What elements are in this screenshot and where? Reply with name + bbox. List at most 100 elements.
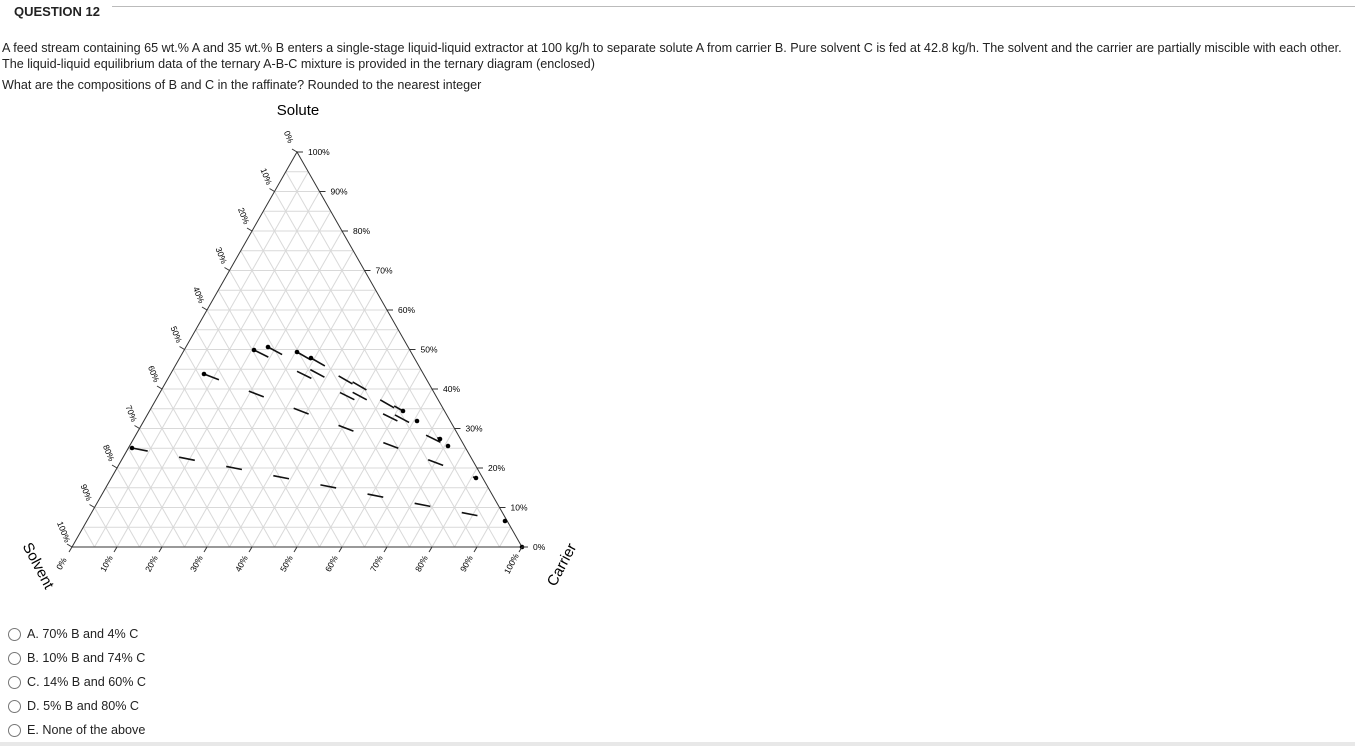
grid-line bbox=[431, 467, 478, 548]
options: A. 70% B and 4% C B. 10% B and 74% C C. 14… bbox=[8, 622, 146, 742]
grid-line bbox=[274, 329, 399, 548]
grid-line bbox=[161, 388, 253, 548]
equilibrium-points bbox=[129, 344, 525, 550]
tick bbox=[134, 425, 140, 429]
tick bbox=[293, 546, 298, 553]
axis-label: Carrier bbox=[544, 541, 581, 589]
tick-label: 70% bbox=[123, 404, 139, 424]
option-label[interactable]: B. 10% B and 74% C bbox=[27, 651, 146, 665]
grid-line bbox=[386, 428, 455, 548]
grid-line bbox=[172, 369, 275, 548]
radio-button[interactable] bbox=[8, 699, 21, 713]
tick-label: 30% bbox=[188, 553, 205, 573]
footer-bar bbox=[0, 742, 1355, 746]
grid-line bbox=[364, 408, 444, 548]
option[interactable]: C. 14% B and 60% C bbox=[8, 670, 146, 694]
grid-line bbox=[229, 290, 377, 548]
tick-label: 60% bbox=[146, 364, 162, 384]
tick bbox=[248, 546, 253, 553]
tick-label: 20% bbox=[143, 553, 160, 573]
grid-line bbox=[499, 527, 512, 548]
grid-line bbox=[217, 290, 365, 548]
axis-label: Solute bbox=[277, 102, 320, 119]
tick bbox=[66, 543, 73, 548]
tick bbox=[156, 385, 163, 390]
tick-label: 90% bbox=[458, 553, 475, 573]
tick bbox=[113, 546, 118, 553]
tick bbox=[291, 148, 298, 153]
tick-label: 0% bbox=[54, 555, 69, 571]
tick bbox=[224, 267, 230, 271]
tick-label: 100% bbox=[502, 551, 521, 575]
option[interactable]: A. 70% B and 4% C bbox=[8, 622, 146, 646]
tick-label: 70% bbox=[376, 266, 393, 276]
radio-button[interactable] bbox=[8, 627, 21, 641]
ternary-diagram: Solute Solvent Carrier 0% 10% 20% 30% 40% 50%… bbox=[19, 102, 581, 593]
tie-lines bbox=[131, 346, 506, 522]
tick-label: 100% bbox=[308, 147, 330, 157]
grid-line bbox=[150, 408, 230, 548]
tick-label: 20% bbox=[236, 206, 252, 226]
grid-line bbox=[341, 388, 433, 548]
tick-label: 80% bbox=[413, 553, 430, 573]
tick-label: 0% bbox=[533, 542, 546, 552]
grid-line bbox=[240, 250, 410, 548]
option-label[interactable]: A. 70% B and 4% C bbox=[27, 627, 139, 641]
tick-label: 70% bbox=[368, 553, 385, 573]
grid-line bbox=[127, 448, 185, 548]
grid-line bbox=[262, 211, 455, 548]
radio-button[interactable] bbox=[8, 723, 21, 737]
paragraph: A feed stream containing 65 wt.% A and 3… bbox=[2, 41, 1342, 71]
grid-line bbox=[116, 467, 163, 548]
tick-label: 10% bbox=[98, 553, 115, 573]
grid-line bbox=[94, 507, 118, 548]
tick-label: 40% bbox=[233, 553, 250, 573]
tick-label: 50% bbox=[421, 345, 438, 355]
option[interactable]: D. 5% B and 80% C bbox=[8, 694, 146, 718]
question-title: QUESTION 12 bbox=[14, 4, 100, 19]
radio-button[interactable] bbox=[8, 675, 21, 689]
tick-label: 90% bbox=[78, 483, 94, 503]
option-label[interactable]: C. 14% B and 60% C bbox=[27, 675, 147, 689]
paragraph: What are the compositions of B and C in … bbox=[2, 78, 482, 92]
tick bbox=[338, 546, 343, 553]
tick bbox=[473, 546, 478, 553]
tick bbox=[246, 227, 253, 232]
tick-label: 80% bbox=[353, 226, 370, 236]
tick bbox=[201, 306, 208, 311]
question-text: A feed stream containing 65 wt.% A and 3… bbox=[2, 40, 1354, 98]
tick bbox=[111, 464, 118, 469]
grid-line bbox=[184, 250, 354, 548]
radio-button[interactable] bbox=[8, 651, 21, 665]
tick-label: 50% bbox=[278, 553, 295, 573]
grid-line bbox=[184, 349, 298, 548]
tick-label: 30% bbox=[213, 246, 229, 266]
grid-line bbox=[319, 369, 422, 548]
tick bbox=[269, 188, 275, 192]
option-label[interactable]: D. 5% B and 80% C bbox=[27, 699, 140, 713]
tick bbox=[428, 546, 433, 553]
tick bbox=[158, 546, 163, 553]
divider bbox=[112, 6, 1355, 7]
tick bbox=[518, 546, 523, 553]
grid-line bbox=[105, 487, 140, 548]
axis-label: Solvent bbox=[19, 540, 58, 593]
grid-line bbox=[139, 211, 332, 548]
grid-line bbox=[454, 487, 489, 548]
tick-label: 10% bbox=[511, 503, 528, 513]
grid-line bbox=[285, 171, 500, 548]
tick-label: 80% bbox=[101, 443, 117, 463]
option-label[interactable]: E. None of the above bbox=[27, 723, 146, 737]
tick bbox=[68, 546, 73, 553]
option[interactable]: E. None of the above bbox=[8, 718, 146, 742]
grid-line bbox=[139, 428, 208, 548]
grid-line bbox=[195, 329, 320, 548]
grid-line bbox=[94, 171, 309, 548]
option[interactable]: B. 10% B and 74% C bbox=[8, 646, 146, 670]
grid-line bbox=[476, 507, 500, 548]
tick-label: 60% bbox=[323, 553, 340, 573]
grid-line bbox=[82, 527, 95, 548]
tick bbox=[203, 546, 208, 553]
grid-line bbox=[296, 349, 410, 548]
